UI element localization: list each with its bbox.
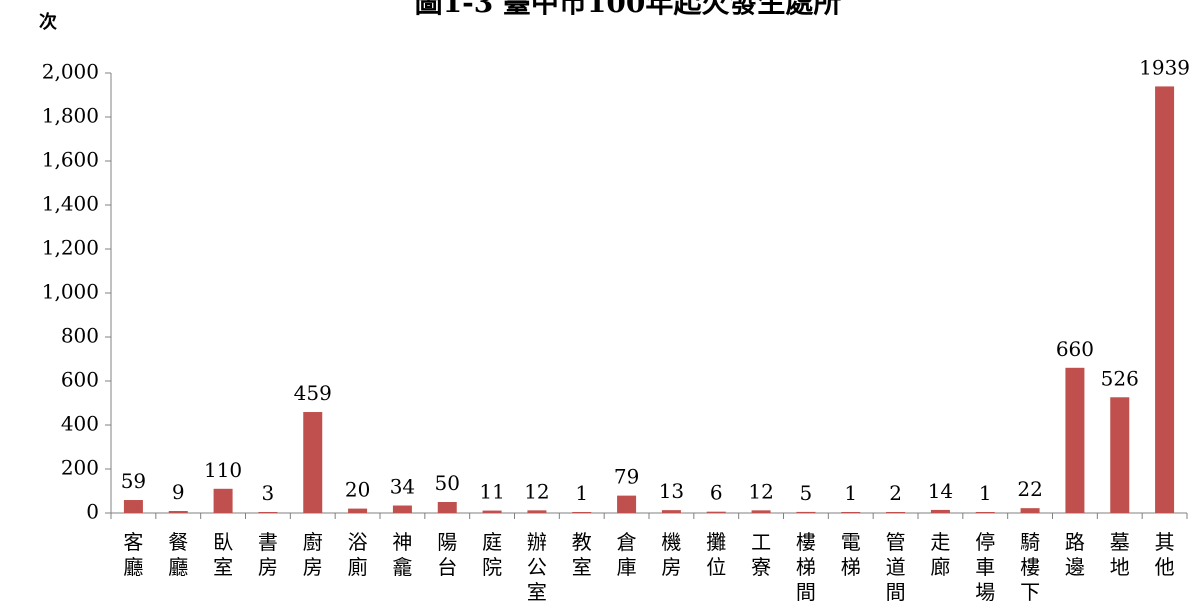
data-label: 1 bbox=[575, 481, 588, 505]
data-label: 11 bbox=[479, 480, 504, 504]
bar bbox=[1020, 508, 1040, 513]
bar-series bbox=[123, 86, 1175, 514]
data-label: 1 bbox=[979, 481, 992, 505]
category-label: 墓地 bbox=[1110, 530, 1130, 579]
y-tick-label: 1,600 bbox=[42, 148, 99, 172]
category-label: 浴廁 bbox=[348, 530, 368, 579]
data-label: 34 bbox=[390, 475, 415, 499]
data-label: 459 bbox=[294, 381, 332, 405]
bar bbox=[437, 502, 457, 513]
data-label: 526 bbox=[1101, 366, 1139, 390]
category-label: 工寮 bbox=[751, 530, 771, 579]
category-label: 停車場 bbox=[975, 530, 995, 604]
y-tick-label: 1,400 bbox=[42, 192, 99, 216]
bar bbox=[392, 505, 412, 513]
bar bbox=[930, 509, 950, 513]
category-label: 路邊 bbox=[1065, 530, 1085, 579]
bar bbox=[168, 511, 188, 513]
bar bbox=[886, 512, 906, 513]
category-label: 客廳 bbox=[123, 530, 143, 579]
category-label: 神龕 bbox=[392, 530, 412, 579]
y-tick-label: 2,000 bbox=[42, 60, 99, 84]
category-label: 機房 bbox=[661, 530, 681, 579]
bar bbox=[572, 512, 592, 513]
category-label: 餐廳 bbox=[168, 530, 188, 579]
bar bbox=[975, 512, 995, 513]
data-label: 14 bbox=[928, 479, 953, 503]
data-label: 22 bbox=[1017, 477, 1042, 501]
data-label: 12 bbox=[524, 479, 549, 503]
y-tick-label: 800 bbox=[61, 324, 99, 348]
data-label: 59 bbox=[121, 469, 146, 493]
category-label: 管道間 bbox=[886, 530, 906, 604]
data-label: 1 bbox=[844, 481, 857, 505]
category-label: 倉庫 bbox=[617, 530, 637, 579]
y-axis: 0 200 400 600 800 1,000 1,200 1,400 1,600 1,800 2,… bbox=[42, 60, 112, 524]
data-label: 20 bbox=[345, 478, 370, 502]
bar bbox=[258, 512, 278, 513]
bar bbox=[1065, 367, 1085, 513]
category-label: 教室 bbox=[572, 530, 592, 579]
category-label: 書房 bbox=[258, 530, 278, 579]
data-label: 5 bbox=[800, 481, 813, 505]
category-label: 攤位 bbox=[706, 530, 726, 579]
category-label: 臥室 bbox=[213, 530, 233, 579]
data-label: 660 bbox=[1056, 337, 1094, 361]
y-tick-label: 600 bbox=[61, 368, 99, 392]
category-label: 騎樓下 bbox=[1020, 530, 1040, 604]
y-tick-label: 1,200 bbox=[42, 236, 99, 260]
category-label: 辦公室 bbox=[527, 530, 547, 604]
bar bbox=[796, 511, 816, 513]
category-label: 走廊 bbox=[930, 530, 950, 579]
data-label: 9 bbox=[172, 480, 185, 504]
y-tick-label: 1,000 bbox=[42, 280, 99, 304]
y-tick-label: 0 bbox=[86, 500, 99, 524]
data-label: 110 bbox=[204, 458, 242, 482]
bar bbox=[617, 495, 637, 513]
category-label: 廚房 bbox=[303, 530, 323, 579]
data-label: 12 bbox=[748, 479, 773, 503]
data-label: 50 bbox=[435, 471, 460, 495]
category-label: 陽台 bbox=[437, 530, 457, 579]
bar bbox=[123, 500, 143, 513]
data-label: 13 bbox=[659, 479, 684, 503]
category-label: 電梯 bbox=[841, 530, 861, 579]
bar bbox=[527, 510, 547, 513]
bar bbox=[303, 412, 323, 513]
chart-title: 圖1-3 臺中市100年起火發生處所 bbox=[415, 0, 842, 19]
x-axis bbox=[110, 512, 1188, 519]
bar bbox=[213, 488, 233, 513]
bar bbox=[751, 510, 771, 513]
bar bbox=[1110, 397, 1130, 513]
y-axis-unit-label: 次 bbox=[39, 11, 57, 33]
bar bbox=[348, 508, 368, 513]
y-tick-label: 400 bbox=[61, 412, 99, 436]
bar bbox=[841, 512, 861, 513]
data-label: 6 bbox=[710, 481, 723, 505]
data-label: 79 bbox=[614, 465, 639, 489]
data-label: 1939 bbox=[1139, 55, 1190, 79]
data-label: 3 bbox=[262, 481, 275, 505]
y-tick-label: 200 bbox=[61, 456, 99, 480]
category-label: 其他 bbox=[1155, 530, 1175, 579]
data-label: 2 bbox=[889, 481, 902, 505]
bar bbox=[661, 510, 681, 513]
y-tick-label: 1,800 bbox=[42, 104, 99, 128]
bar bbox=[706, 511, 726, 513]
category-label: 庭院 bbox=[482, 530, 502, 579]
bar bbox=[482, 510, 502, 513]
category-label: 樓梯間 bbox=[796, 530, 816, 604]
bar bbox=[1155, 86, 1175, 514]
